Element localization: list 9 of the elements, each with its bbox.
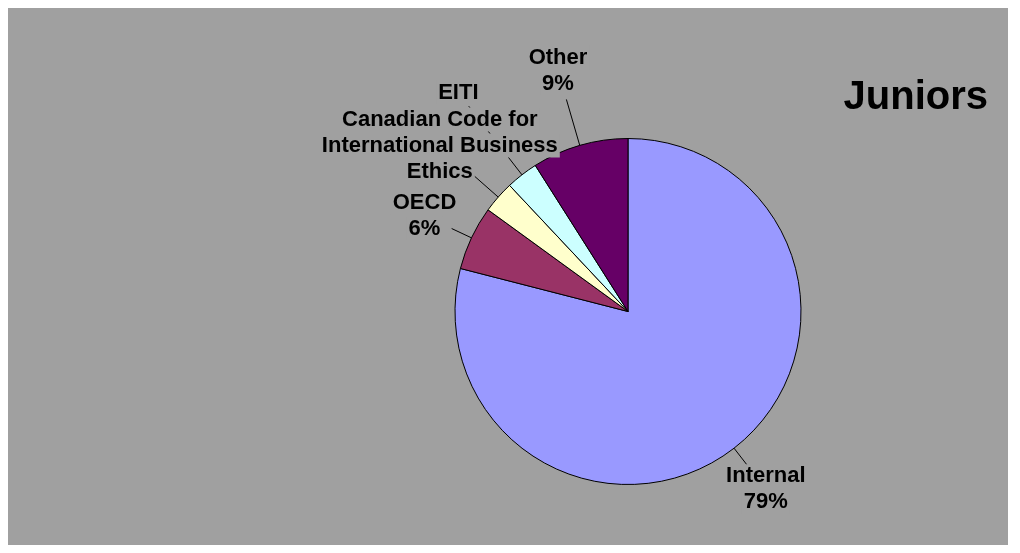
data-label: 9%	[542, 69, 574, 95]
slice-label: Internal	[726, 462, 806, 488]
slice-label: OECD	[392, 188, 457, 214]
data-label: 6%	[408, 214, 441, 240]
text: Juniors	[843, 73, 988, 118]
slice-label: EITI	[438, 78, 479, 104]
data-label: 79%	[743, 488, 788, 514]
slice-label: Canadian Code for International Business Ethics	[321, 105, 558, 183]
slice-label: Other	[528, 43, 588, 69]
